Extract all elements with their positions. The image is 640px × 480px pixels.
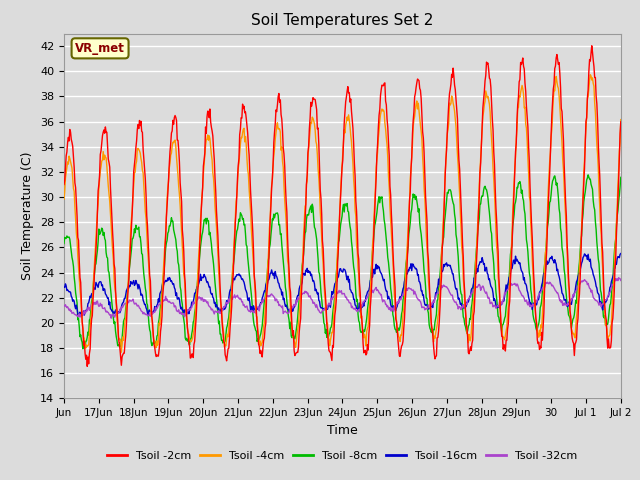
Legend: Tsoil -2cm, Tsoil -4cm, Tsoil -8cm, Tsoil -16cm, Tsoil -32cm: Tsoil -2cm, Tsoil -4cm, Tsoil -8cm, Tsoi… bbox=[103, 447, 582, 466]
Text: VR_met: VR_met bbox=[75, 42, 125, 55]
Title: Soil Temperatures Set 2: Soil Temperatures Set 2 bbox=[252, 13, 433, 28]
X-axis label: Time: Time bbox=[327, 424, 358, 437]
Y-axis label: Soil Temperature (C): Soil Temperature (C) bbox=[22, 152, 35, 280]
